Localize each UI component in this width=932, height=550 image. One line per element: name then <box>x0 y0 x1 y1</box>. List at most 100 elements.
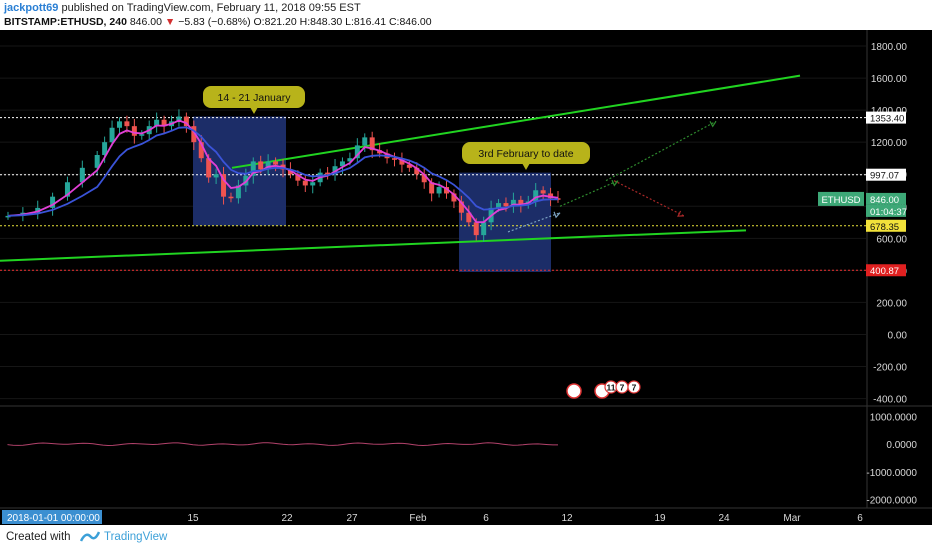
oscillator-line <box>7 442 558 447</box>
x-tick-label: Feb <box>409 513 427 524</box>
callout-february-text: 3rd February to date <box>478 148 573 160</box>
candle-body <box>79 167 85 183</box>
candle-body <box>496 203 502 208</box>
x-tick-label: 27 <box>346 513 358 524</box>
ema-fast-line <box>7 119 559 224</box>
candle-body <box>258 161 264 170</box>
price-label-box <box>866 219 906 232</box>
tradingview-brand[interactable]: TradingView <box>104 531 168 543</box>
y-tick-label: 600.00 <box>876 234 907 245</box>
candle-body <box>228 196 234 199</box>
candle-body <box>458 201 464 213</box>
projection-arrow-entry <box>507 212 561 233</box>
event-badge-count: 7 <box>620 383 625 393</box>
event-badge[interactable] <box>627 380 641 394</box>
symbol-tag-box[interactable] <box>818 191 864 206</box>
candle-body <box>161 119 167 127</box>
candle-body <box>325 172 331 175</box>
chart-canvas[interactable]: 14 - 21 January 3rd February to date 11 7 7… <box>0 30 932 525</box>
candle-body <box>503 203 509 207</box>
candle-body <box>235 185 241 199</box>
highlight-box-february <box>459 172 551 272</box>
candle-body <box>139 134 145 136</box>
y-tick-label: 200.00 <box>876 298 907 309</box>
price-label: 678.35 <box>870 222 899 233</box>
candle-body <box>406 164 412 168</box>
oscillator-tick-label: 1000.0000 <box>870 412 918 423</box>
price-label-box <box>866 168 906 181</box>
candle-body <box>347 158 353 162</box>
candle-body <box>332 166 338 175</box>
candle-body <box>250 161 256 176</box>
ohlc-values: O:821.20 H:848.30 L:816.41 C:846.00 <box>253 16 432 28</box>
candle-body <box>109 127 115 143</box>
crosshair-date-label: 2018-01-01 00:00:00 <box>7 513 100 524</box>
candle-body <box>116 121 122 128</box>
candle-body <box>473 222 479 236</box>
projection-arrow-up-long <box>605 120 717 182</box>
candle-body <box>421 174 427 183</box>
y-tick-label: 1600.00 <box>871 74 908 85</box>
candle-body <box>273 161 279 165</box>
lower-trendline[interactable] <box>0 229 747 262</box>
callout-january[interactable]: 14 - 21 January <box>203 86 305 114</box>
candle-body <box>414 167 420 175</box>
y-tick-label: 0.00 <box>888 330 908 341</box>
ema-slow-line <box>7 126 559 217</box>
price-label-box <box>866 264 906 277</box>
chart-header: jackpott69 published on TradingView.com,… <box>0 0 932 30</box>
candle-body <box>444 187 450 194</box>
footer: Created with TradingView <box>0 525 932 550</box>
candle-body <box>533 190 539 202</box>
candle-body <box>548 193 554 199</box>
price-label-box <box>866 111 906 124</box>
candle-body <box>176 116 182 122</box>
y-tick-label: 1200.00 <box>871 138 908 149</box>
candle-body <box>466 212 472 223</box>
publish-line: jackpott69 published on TradingView.com,… <box>4 2 361 14</box>
event-badge-count: 11 <box>607 383 616 393</box>
upper-trendline[interactable] <box>231 74 801 169</box>
candle-body <box>206 158 212 178</box>
chart-area[interactable]: 14 - 21 January 3rd February to date 11 7 7… <box>0 30 932 525</box>
x-tick-label: 19 <box>654 513 666 524</box>
candle-body <box>429 182 435 194</box>
candle-body <box>198 142 204 159</box>
oscillator-tick-label: -1000.0000 <box>866 468 917 479</box>
y-tick-label: -200.00 <box>873 363 907 374</box>
event-badge-count: 7 <box>632 383 637 393</box>
candle-body <box>555 198 561 200</box>
callout-february-bubble <box>462 142 590 164</box>
projection-arrow-entry-head <box>553 211 561 219</box>
candle-body <box>518 199 524 205</box>
candle-body <box>310 182 316 186</box>
candle-body <box>5 215 11 218</box>
last-price: 846.00 <box>129 16 162 28</box>
published-text: published on TradingView.com, February 1… <box>58 2 361 14</box>
candle-body <box>102 142 108 155</box>
down-arrow-icon: ▼ <box>164 16 176 28</box>
candle-body <box>540 190 546 194</box>
callout-february[interactable]: 3rd February to date <box>462 142 590 170</box>
author-link[interactable]: jackpott69 <box>4 2 59 14</box>
candle-body <box>221 174 227 197</box>
candle-body <box>481 222 487 236</box>
candle-body <box>94 155 100 168</box>
candle-body <box>510 199 516 207</box>
callout-january-bubble <box>203 86 305 108</box>
candle-body <box>287 169 293 175</box>
candle-body <box>183 116 189 127</box>
candle-body <box>451 193 457 202</box>
event-badge-flag-icon[interactable] <box>566 383 582 399</box>
symbol-tag: ETHUSD <box>821 195 860 206</box>
candle-body <box>377 150 383 154</box>
candle-body <box>369 137 375 151</box>
projection-arrow-up-short <box>559 180 619 207</box>
y-tick-label: -400.00 <box>873 395 907 406</box>
callout-january-tail <box>250 107 258 114</box>
y-tick-label: 1800.00 <box>871 42 908 53</box>
ohlc-line: BITSTAMP:ETHUSD, 240 846.00 ▼ −5.83 (−0.… <box>4 16 432 28</box>
candle-body <box>362 137 368 146</box>
candle-body <box>391 158 397 160</box>
projection-arrow-down <box>613 180 685 217</box>
